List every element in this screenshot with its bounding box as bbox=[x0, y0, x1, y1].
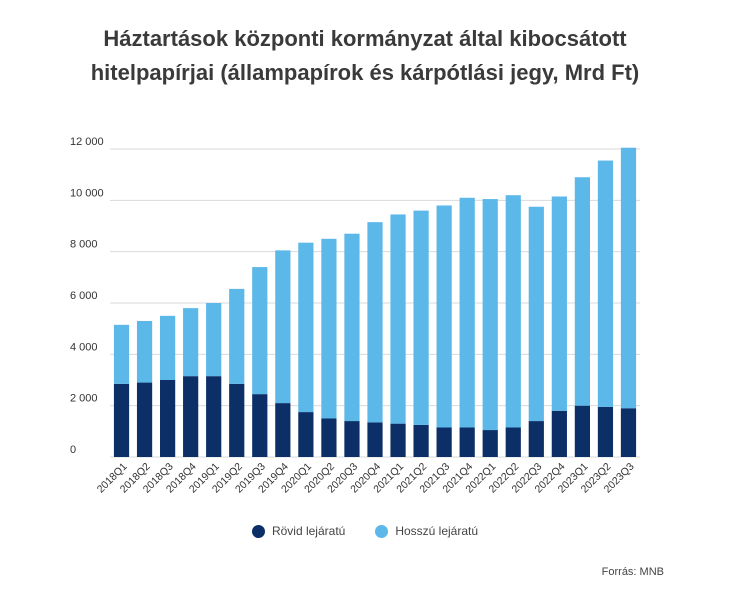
bar-short-term bbox=[574, 405, 590, 457]
y-tick-label: 0 bbox=[70, 444, 76, 456]
bar-short-term bbox=[528, 421, 544, 457]
source-note: Forrás: MNB bbox=[601, 566, 664, 578]
chart-title: Háztartások központi kormányzat által ki… bbox=[0, 22, 730, 90]
bar-short-term bbox=[482, 430, 498, 457]
bar-long-term bbox=[367, 222, 383, 423]
bar-short-term bbox=[551, 410, 567, 457]
y-tick-label: 12 000 bbox=[70, 136, 104, 148]
bar-long-term bbox=[413, 210, 429, 425]
bar-short-term bbox=[160, 380, 176, 457]
bar-short-term bbox=[113, 383, 130, 457]
bar-short-term bbox=[459, 427, 475, 457]
y-axis-ticks: 0 2 000 4 000 6 000 8 000 10 000 12 000 bbox=[70, 136, 104, 456]
bar-short-term bbox=[252, 394, 268, 457]
legend-swatch-long bbox=[375, 524, 389, 538]
chart-title-line-2: hitelpapírjai (állampapírok és kárpótlás… bbox=[90, 60, 640, 85]
bar-long-term bbox=[551, 196, 567, 411]
bar-short-term bbox=[344, 421, 360, 457]
bar-long-term bbox=[482, 199, 498, 431]
bar-long-term bbox=[528, 206, 544, 422]
bar-short-term bbox=[229, 383, 245, 457]
legend-swatch-short bbox=[251, 524, 265, 538]
legend-label-long: Hosszú lejáratú bbox=[395, 524, 479, 538]
legend: Rövid lejáratú Hosszú lejáratú bbox=[0, 524, 730, 538]
bar-long-term bbox=[136, 320, 153, 383]
bar-short-term bbox=[597, 406, 614, 457]
chart-title-line-1: Háztartások központi kormányzat által ki… bbox=[103, 26, 627, 51]
bar-long-term bbox=[344, 233, 360, 422]
bar-long-term bbox=[229, 288, 245, 384]
y-tick-label: 4 000 bbox=[70, 341, 98, 353]
legend-item-short[interactable]: Rövid lejáratú bbox=[251, 524, 346, 538]
bar-long-term bbox=[298, 242, 314, 413]
bar-long-term bbox=[160, 315, 176, 380]
bar-short-term bbox=[275, 403, 291, 457]
stacked-bar-chart: 0 2 000 4 000 6 000 8 000 10 000 12 000 2018Q1… bbox=[70, 136, 640, 496]
bar-long-term bbox=[275, 250, 291, 404]
bar-short-term bbox=[321, 418, 337, 457]
bar-short-term bbox=[367, 422, 383, 457]
bar-long-term bbox=[183, 308, 199, 377]
bar-short-term bbox=[183, 376, 199, 457]
bar-long-term bbox=[574, 177, 590, 406]
y-tick-label: 6 000 bbox=[70, 290, 98, 302]
bars bbox=[113, 147, 637, 457]
bar-short-term bbox=[298, 412, 314, 457]
bar-short-term bbox=[136, 382, 153, 457]
bar-long-term bbox=[252, 267, 268, 395]
y-tick-label: 2 000 bbox=[70, 393, 98, 405]
bar-short-term bbox=[620, 408, 637, 457]
bar-short-term bbox=[413, 424, 429, 457]
legend-item-long[interactable]: Hosszú lejáratú bbox=[375, 524, 478, 538]
bar-long-term bbox=[620, 147, 637, 409]
bar-long-term bbox=[113, 324, 130, 384]
legend-label-short: Rövid lejáratú bbox=[271, 524, 346, 538]
bar-long-term bbox=[459, 197, 475, 428]
bar-short-term bbox=[390, 423, 406, 457]
bar-long-term bbox=[597, 160, 614, 407]
bar-long-term bbox=[505, 195, 521, 428]
bar-short-term bbox=[436, 427, 452, 457]
bar-long-term bbox=[436, 205, 452, 428]
bar-short-term bbox=[505, 427, 521, 457]
bar-long-term bbox=[206, 303, 222, 377]
y-tick-label: 10 000 bbox=[70, 187, 104, 199]
x-axis-ticks: 2018Q12018Q22018Q32018Q42019Q12019Q22019… bbox=[95, 461, 637, 496]
bar-short-term bbox=[206, 376, 222, 457]
y-tick-label: 8 000 bbox=[70, 239, 98, 251]
bar-long-term bbox=[390, 214, 406, 424]
bar-long-term bbox=[321, 238, 337, 419]
